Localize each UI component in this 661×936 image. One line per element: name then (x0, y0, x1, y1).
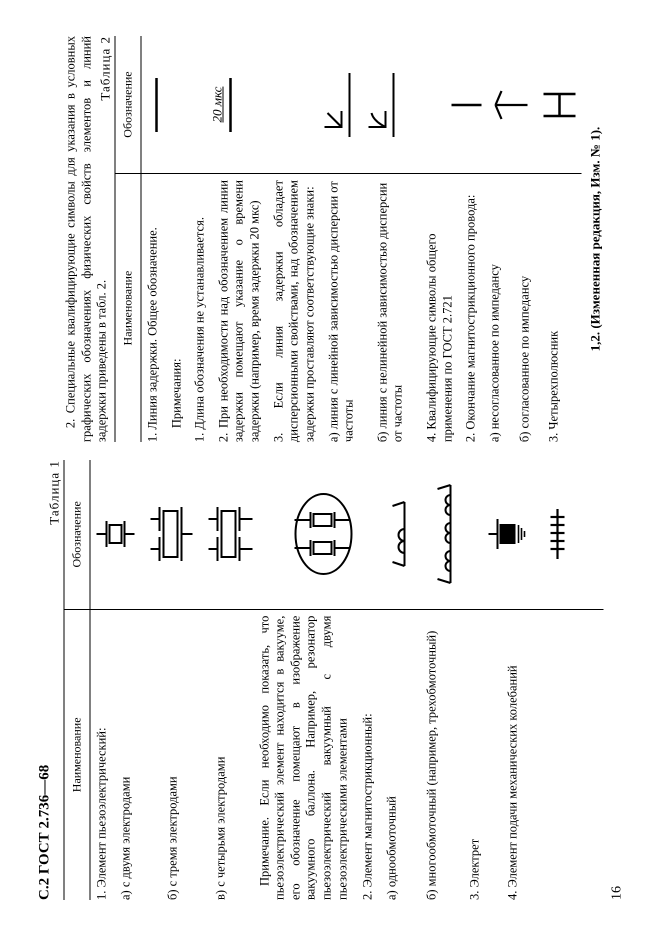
t2-row: а) линия с линейной зависимостью дисперс… (326, 180, 357, 442)
symbol-magnetostrictive-3 (430, 460, 464, 609)
t1-row: в) с четырьмя электродами (213, 616, 229, 900)
table-2: Таблица 2 Наименование Обозначение 1. Ли… (114, 36, 581, 442)
t1-row: 3. Электрет (467, 616, 483, 900)
symbol-delay-20mks: 20 мкс (209, 36, 235, 173)
table-1-body: 1. Элемент пьезоэлектрический: а) с двум… (90, 460, 603, 900)
t2-row: 3. Если линия задержки обладает дисперси… (271, 180, 318, 442)
table-1-symbols (90, 460, 603, 610)
symbol-piezo-vacuum (290, 460, 356, 609)
symbol-piezo-2 (96, 460, 134, 609)
t1-row: а) с двумя электродами (118, 616, 134, 900)
table-2-body: 1. Линия задержки. Общее обозначение. Пр… (141, 36, 581, 442)
symbol-dispersion-nonlinear (363, 36, 399, 173)
symbol-end-unmatched (449, 36, 483, 173)
t1-row: б) с тремя электродами (165, 616, 181, 900)
t2-row: б) линия с нелинейной зависимостью диспе… (375, 180, 406, 442)
table-1-label: Таблица 1 (46, 460, 62, 525)
t2-row: 2. Окончание магнитострикционного провод… (463, 180, 479, 442)
table-2-wrapper: 2. Специальные квалифицирующие символы д… (63, 36, 603, 442)
symbol-magnetostrictive-1 (386, 460, 418, 609)
t2-row: Примечания: (169, 180, 185, 442)
symbol-electret (488, 460, 530, 609)
t1-row: б) многообмоточный (например, трехобмото… (424, 616, 440, 900)
delay-value-label: 20 мкс (209, 36, 225, 173)
t1-row: а) однообмоточный (384, 616, 400, 900)
amendment-note: 1,2. (Измененная редакция, Изм. № 1). (587, 36, 603, 442)
t2-row: а) несогласованное по импедансу (487, 180, 503, 442)
page-frame: С.2 ГОСТ 2.736—68 Таблица 1 Наименование… (36, 36, 625, 900)
table-2-label: Таблица 2 (97, 36, 113, 101)
table-1-head-name: Наименование (69, 610, 84, 900)
symbol-piezo-3 (150, 460, 192, 609)
t2-row: б) согласованное по импедансу (517, 180, 533, 442)
symbol-end-matched (493, 36, 529, 173)
t1-row: 2. Элемент магнитострикционный: (360, 616, 376, 900)
t1-row: 4. Элемент подачи механических колебаний (505, 616, 521, 900)
symbol-delay-line (149, 36, 163, 173)
symbol-four-terminal (539, 36, 579, 173)
page-number: 16 (609, 886, 625, 900)
symbol-dispersion-linear (319, 36, 355, 173)
table-2-head-name: Наименование (120, 174, 135, 442)
table-1-head-sym: Обозначение (64, 460, 89, 610)
table-2-head: Наименование Обозначение (115, 36, 141, 442)
rotated-content: С.2 ГОСТ 2.736—68 Таблица 1 Наименование… (36, 36, 625, 900)
t1-row: 1. Элемент пьезоэлектрический: (94, 616, 110, 900)
table-2-head-sym: Обозначение (115, 36, 140, 174)
t2-row: 4. Квалифицирующие символы общего примен… (424, 180, 455, 442)
t1-note: Примечание. Если необходимо показать, чт… (257, 616, 351, 900)
symbol-mech-feed (542, 460, 572, 609)
t2-row: 1. Линия задержки. Общее обозначение. (145, 180, 161, 442)
table-1-head: Наименование Обозначение (64, 460, 90, 900)
two-column-layout: Таблица 1 Наименование Обозначение 1. Эл… (63, 36, 603, 900)
t2-row: 1. Длина обозначения не устанавливается. (192, 180, 208, 442)
t2-row: 3. Четырехполюсник (546, 180, 562, 442)
table-2-names: 1. Линия задержки. Общее обозначение. Пр… (141, 174, 581, 442)
t2-row: 2. При необходимости над обозначением ли… (216, 180, 263, 442)
symbol-piezo-4 (208, 460, 252, 609)
table-1: Таблица 1 Наименование Обозначение 1. Эл… (63, 460, 603, 900)
table-1-names: 1. Элемент пьезоэлектрический: а) с двум… (90, 610, 603, 900)
table-2-symbols: 20 мкс (141, 36, 581, 174)
